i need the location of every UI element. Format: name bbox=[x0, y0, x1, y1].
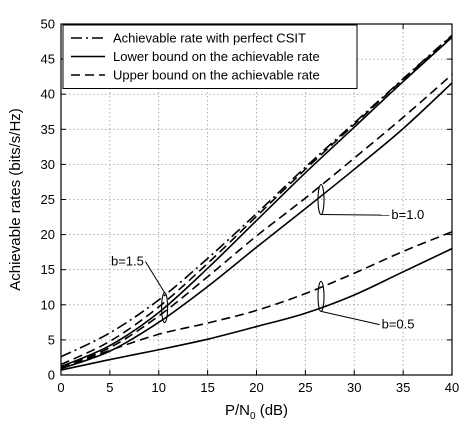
y-tick-label: 15 bbox=[41, 262, 55, 277]
annotation-label: b=1.0 bbox=[391, 207, 424, 222]
y-tick-label: 10 bbox=[41, 297, 55, 312]
x-tick-label: 20 bbox=[249, 380, 263, 395]
series-lines bbox=[60, 34, 453, 371]
series-line-b-1-0-dashed bbox=[60, 73, 453, 369]
legend: Achievable rate with perfect CSIT Lower b… bbox=[62, 24, 358, 89]
annotation-pointer bbox=[321, 214, 390, 216]
legend-label: Lower bound on the achievable rate bbox=[113, 49, 320, 64]
legend-box bbox=[62, 24, 358, 89]
axis-ticks: 0 5 10 15 20 25 30 35 40 0 5 10 15 20 25 30 35 40 45 50 bbox=[41, 17, 460, 396]
y-tick-label: 45 bbox=[41, 52, 55, 67]
x-tick-label: 0 bbox=[57, 380, 64, 395]
annotation-label: b=1.5 bbox=[111, 253, 144, 268]
x-tick-label: 30 bbox=[347, 380, 361, 395]
y-tick-label: 25 bbox=[41, 192, 55, 207]
x-tick-label: 5 bbox=[106, 380, 113, 395]
annotations: b=1.5 b=1.0 b=0.5 bbox=[111, 183, 424, 332]
y-tick-label: 50 bbox=[41, 17, 55, 32]
annotation-pointer bbox=[144, 261, 166, 293]
y-tick-label: 30 bbox=[41, 157, 55, 172]
series-line-b-1-0-solid bbox=[60, 82, 453, 370]
x-tick-label: 10 bbox=[152, 380, 166, 395]
series-line-b-1-5-solid bbox=[60, 36, 453, 368]
y-tick-label: 5 bbox=[48, 332, 55, 347]
y-tick-label: 35 bbox=[41, 122, 55, 137]
y-tick-label: 20 bbox=[41, 227, 55, 242]
x-axis-label: P/N0 (dB) bbox=[225, 402, 288, 422]
x-tick-label: 40 bbox=[445, 380, 459, 395]
y-axis-label: Achievable rates (bits/s/Hz) bbox=[7, 108, 24, 291]
series-line-b-0-5-dashed bbox=[60, 231, 453, 370]
legend-label: Upper bound on the achievable rate bbox=[113, 68, 320, 83]
y-tick-label: 0 bbox=[48, 368, 55, 383]
annotation-pointer bbox=[320, 310, 380, 326]
annotation-label: b=0.5 bbox=[382, 317, 415, 332]
y-tick-label: 40 bbox=[41, 87, 55, 102]
annotation-ellipse bbox=[317, 280, 325, 312]
series-line-b-1-5-dashed bbox=[60, 35, 453, 366]
series-line-b-0-5-solid bbox=[60, 247, 453, 371]
legend-label: Achievable rate with perfect CSIT bbox=[113, 31, 306, 46]
x-tick-label: 15 bbox=[200, 380, 214, 395]
x-tick-label: 25 bbox=[298, 380, 312, 395]
series-line-perfect-dashdot bbox=[60, 34, 453, 358]
x-tick-label: 35 bbox=[396, 380, 410, 395]
